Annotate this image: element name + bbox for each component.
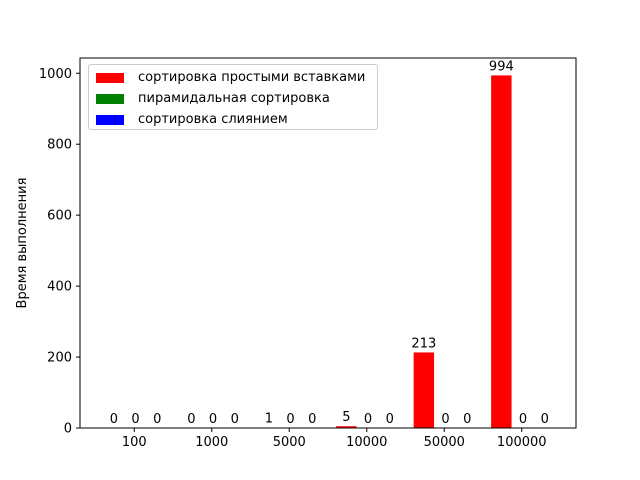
y-tick-label: 0 (64, 422, 72, 437)
legend-item: сортировка слиянием (89, 109, 377, 130)
x-tick-label: 5000 (273, 435, 306, 450)
bar-value-label: 0 (187, 412, 195, 427)
bar (413, 352, 435, 428)
x-axis: 100 1000 5000 10000 50000 100000 (122, 428, 547, 450)
legend-label: сортировка простыми вставками (138, 70, 366, 85)
legend-item: сортировка простыми вставками (89, 67, 377, 88)
bar-value-label: 0 (286, 412, 294, 427)
bar-value-label: 0 (231, 412, 239, 427)
bar-value-label: 0 (110, 412, 118, 427)
x-tick-label: 1000 (195, 435, 228, 450)
bar-value-label: 5 (342, 410, 350, 425)
x-tick-label: 50000 (424, 435, 465, 450)
y-tick-label: 400 (47, 280, 72, 295)
legend-swatch (96, 114, 124, 125)
x-tick-label: 10000 (346, 435, 387, 450)
y-tick-label: 200 (47, 351, 72, 366)
bars-group (258, 75, 512, 428)
bar-value-label: 213 (411, 336, 436, 351)
legend-item: пирамидальная сортировка (89, 88, 377, 109)
legend: сортировка простыми вставками пирамидальн… (88, 64, 378, 130)
bar-value-label: 994 (489, 59, 514, 74)
legend-swatch (96, 72, 124, 83)
y-tick-label: 800 (47, 138, 72, 153)
bar-value-label: 0 (541, 412, 549, 427)
bar-value-label: 0 (441, 412, 449, 427)
legend-label: сортировка слиянием (138, 112, 288, 127)
legend-swatch (96, 93, 124, 104)
y-tick-label: 1000 (39, 67, 72, 82)
bar-value-label: 0 (209, 412, 217, 427)
legend-label: пирамидальная сортировка (138, 91, 330, 106)
x-tick-label: 100000 (497, 435, 547, 450)
bar-value-label: 0 (364, 412, 372, 427)
bar (491, 75, 512, 428)
bar-value-label: 1 (265, 412, 273, 427)
y-axis-label: Время выполнения (15, 178, 30, 309)
bar-value-label: 0 (153, 412, 161, 427)
x-tick-label: 100 (122, 435, 147, 450)
y-tick-label: 600 (47, 209, 72, 224)
y-axis: 0 200 400 600 800 1000 (39, 67, 80, 437)
bar-value-label: 0 (519, 412, 527, 427)
bar-value-label: 0 (131, 412, 139, 427)
bar (336, 426, 357, 428)
bar-value-label: 0 (463, 412, 471, 427)
plot-frame (79, 57, 577, 429)
bar-value-label: 0 (386, 412, 394, 427)
bar-value-label: 0 (308, 412, 316, 427)
